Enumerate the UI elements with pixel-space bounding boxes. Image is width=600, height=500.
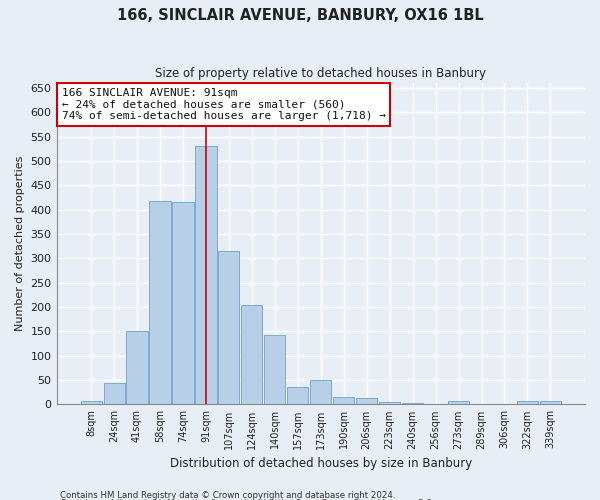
Bar (149, 201, 170, 404)
Bar (218, 251, 239, 404)
Bar (80, 400, 101, 404)
Bar (264, 335, 286, 404)
X-axis label: Distribution of detached houses by size in Banbury: Distribution of detached houses by size … (170, 457, 472, 470)
Bar (241, 304, 262, 404)
Bar (333, 397, 354, 404)
Y-axis label: Number of detached properties: Number of detached properties (15, 156, 25, 332)
Text: 166 SINCLAIR AVENUE: 91sqm
← 24% of detached houses are smaller (560)
74% of sem: 166 SINCLAIR AVENUE: 91sqm ← 24% of deta… (62, 88, 386, 121)
Title: Size of property relative to detached houses in Banbury: Size of property relative to detached ho… (155, 68, 486, 80)
Bar (540, 400, 561, 404)
Bar (104, 382, 125, 404)
Bar (379, 402, 400, 404)
Bar (517, 401, 538, 404)
Text: Contains HM Land Registry data © Crown copyright and database right 2024.: Contains HM Land Registry data © Crown c… (60, 490, 395, 500)
Bar (172, 202, 194, 404)
Text: 166, SINCLAIR AVENUE, BANBURY, OX16 1BL: 166, SINCLAIR AVENUE, BANBURY, OX16 1BL (116, 8, 484, 22)
Bar (448, 401, 469, 404)
Text: Contains public sector information licensed under the Open Government Licence v3: Contains public sector information licen… (60, 499, 434, 500)
Bar (287, 388, 308, 404)
Bar (402, 403, 423, 404)
Bar (310, 380, 331, 404)
Bar (356, 398, 377, 404)
Bar (127, 332, 148, 404)
Bar (196, 146, 217, 404)
